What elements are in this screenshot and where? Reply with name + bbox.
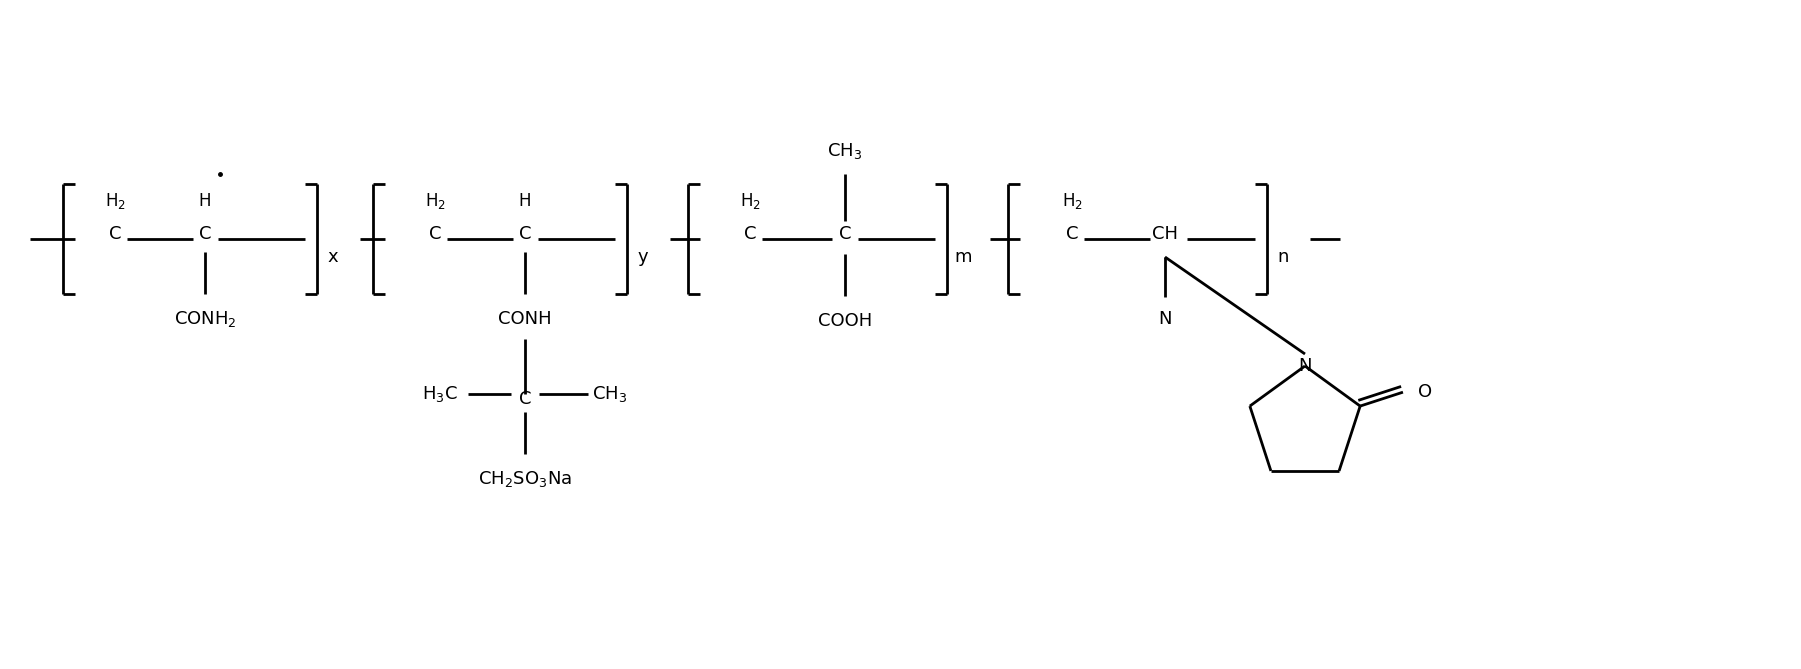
Text: CH: CH xyxy=(1153,225,1178,243)
Text: C: C xyxy=(744,225,756,243)
Text: O: O xyxy=(1417,383,1432,401)
Text: H: H xyxy=(519,192,531,210)
Text: $\mathregular{H_2}$: $\mathregular{H_2}$ xyxy=(104,191,126,211)
Text: $\mathregular{CH_3}$: $\mathregular{CH_3}$ xyxy=(593,384,627,404)
Text: C: C xyxy=(519,225,531,243)
Text: x: x xyxy=(328,248,339,266)
Text: C: C xyxy=(839,225,852,243)
Text: H: H xyxy=(198,192,211,210)
Text: C: C xyxy=(429,225,441,243)
Text: y: y xyxy=(638,248,648,266)
Text: $\mathregular{H_2}$: $\mathregular{H_2}$ xyxy=(740,191,760,211)
Text: $\mathregular{H_2}$: $\mathregular{H_2}$ xyxy=(1061,191,1082,211)
Text: N: N xyxy=(1299,357,1311,375)
Text: $\mathregular{H_3C}$: $\mathregular{H_3C}$ xyxy=(421,384,457,404)
Text: C: C xyxy=(198,225,211,243)
Text: C: C xyxy=(108,225,121,243)
Text: CONH: CONH xyxy=(499,310,551,328)
Text: $\mathregular{CONH_2}$: $\mathregular{CONH_2}$ xyxy=(173,309,236,329)
Text: C: C xyxy=(1066,225,1079,243)
Text: C: C xyxy=(519,390,531,408)
Text: $\mathregular{CH_2SO_3Na}$: $\mathregular{CH_2SO_3Na}$ xyxy=(477,469,573,489)
Text: m: m xyxy=(955,248,973,266)
Text: N: N xyxy=(1158,310,1172,328)
Text: COOH: COOH xyxy=(818,312,872,330)
Text: $\mathregular{H_2}$: $\mathregular{H_2}$ xyxy=(425,191,445,211)
Text: n: n xyxy=(1277,248,1290,266)
Text: $\mathregular{CH_3}$: $\mathregular{CH_3}$ xyxy=(827,141,863,161)
